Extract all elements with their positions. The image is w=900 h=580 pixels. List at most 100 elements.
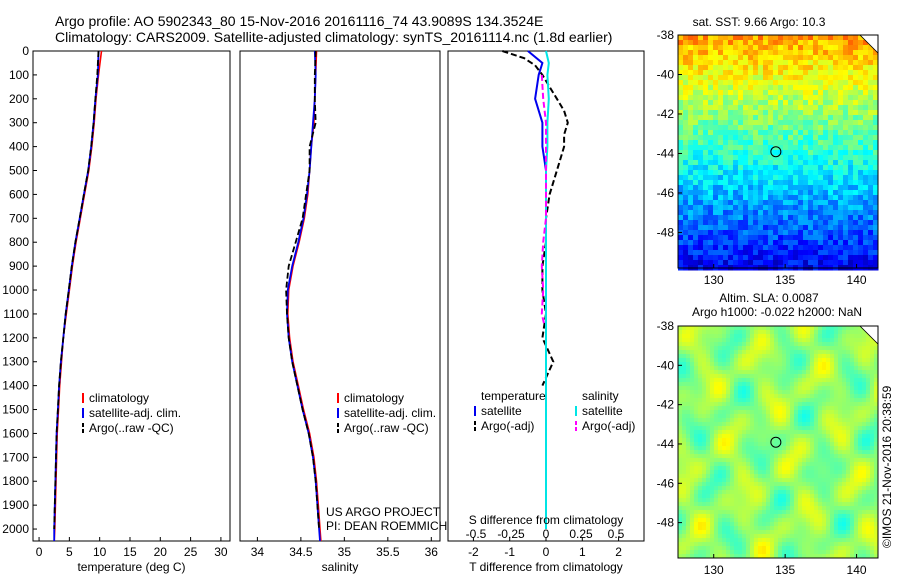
- map-cell: [808, 250, 814, 256]
- map-cell: [778, 402, 783, 407]
- map-cell: [698, 145, 704, 151]
- map-cell: [678, 40, 684, 46]
- map-cell: [714, 338, 719, 343]
- map-cell: [866, 550, 871, 555]
- map-cell: [814, 474, 819, 479]
- map-cell: [866, 346, 871, 351]
- map-cell: [794, 354, 799, 359]
- map-cell: [743, 245, 749, 251]
- map-cell: [690, 462, 695, 467]
- map-cell: [823, 80, 829, 86]
- map-cell: [678, 245, 684, 251]
- map-cell: [786, 546, 791, 551]
- map-cell: [798, 466, 803, 471]
- map-cell: [678, 538, 683, 543]
- map-cell: [814, 442, 819, 447]
- map-cell: [802, 518, 807, 523]
- map-cell: [798, 478, 803, 483]
- map-cell: [826, 522, 831, 527]
- map-cell: [738, 366, 743, 371]
- map-cell: [873, 205, 879, 211]
- map-cell: [788, 165, 794, 171]
- map-cell: [694, 342, 699, 347]
- map-cell: [778, 155, 784, 161]
- map-cell: [730, 538, 735, 543]
- map-cell: [754, 374, 759, 379]
- map-cell: [846, 478, 851, 483]
- map-cell: [678, 326, 683, 331]
- map-cell: [718, 406, 723, 411]
- map-cell: [828, 155, 834, 161]
- map-cell: [734, 386, 739, 391]
- map-cell: [683, 60, 689, 66]
- map-cell: [726, 442, 731, 447]
- map-cell: [793, 150, 799, 156]
- map-cell: [758, 466, 763, 471]
- map-cell: [863, 115, 869, 121]
- map-cell: [834, 546, 839, 551]
- map-cell: [862, 422, 867, 427]
- map-cell: [774, 362, 779, 367]
- map-cell: [853, 255, 859, 261]
- map-cell: [778, 250, 784, 256]
- map-cell: [823, 95, 829, 101]
- map-cell: [788, 235, 794, 241]
- map-cell: [858, 215, 864, 221]
- map-cell: [714, 442, 719, 447]
- map-cell: [798, 180, 804, 186]
- map-cell: [750, 358, 755, 363]
- map-cell: [788, 240, 794, 246]
- map-cell: [858, 390, 863, 395]
- map-cell: [750, 490, 755, 495]
- map-cell: [734, 514, 739, 519]
- map-cell: [806, 494, 811, 499]
- map-cell: [868, 160, 874, 166]
- map-cell: [686, 386, 691, 391]
- map-cell: [870, 482, 875, 487]
- map-cell: [803, 105, 809, 111]
- pi-label: PI: DEAN ROEMMICH: [326, 519, 447, 533]
- map-cell: [854, 418, 859, 423]
- map-cell: [768, 65, 774, 71]
- map-cell: [782, 486, 787, 491]
- map-cell: [728, 190, 734, 196]
- map-cell: [818, 55, 824, 61]
- map-cell: [873, 215, 879, 221]
- map-cell: [786, 354, 791, 359]
- map-cell: [678, 518, 683, 523]
- map-cell: [848, 230, 854, 236]
- map-cell: [838, 326, 843, 331]
- map-cell: [858, 526, 863, 531]
- map-cell: [843, 250, 849, 256]
- map-cell: [714, 370, 719, 375]
- map-cell: [682, 498, 687, 503]
- map-cell: [693, 45, 699, 51]
- map-cell: [870, 454, 875, 459]
- map-cell: [763, 250, 769, 256]
- map-cell: [730, 494, 735, 499]
- map-cell: [694, 346, 699, 351]
- map-cell: [718, 60, 724, 66]
- map-cell: [706, 410, 711, 415]
- map-cell: [834, 434, 839, 439]
- map-cell: [766, 378, 771, 383]
- map-cell: [723, 90, 729, 96]
- map-cell: [868, 190, 874, 196]
- map-cell: [702, 502, 707, 507]
- map-cell: [742, 434, 747, 439]
- map-cell: [778, 370, 783, 375]
- map-cell: [803, 180, 809, 186]
- map-cell: [843, 85, 849, 91]
- map-cell: [714, 406, 719, 411]
- map-cell: [854, 486, 859, 491]
- map-cell: [828, 80, 834, 86]
- map-cell: [762, 426, 767, 431]
- map-cell: [826, 502, 831, 507]
- map-cell: [723, 135, 729, 141]
- map-cell: [818, 358, 823, 363]
- map-cell: [868, 155, 874, 161]
- map-cell: [788, 150, 794, 156]
- map-cell: [846, 446, 851, 451]
- map-cell: [770, 434, 775, 439]
- map-cell: [766, 354, 771, 359]
